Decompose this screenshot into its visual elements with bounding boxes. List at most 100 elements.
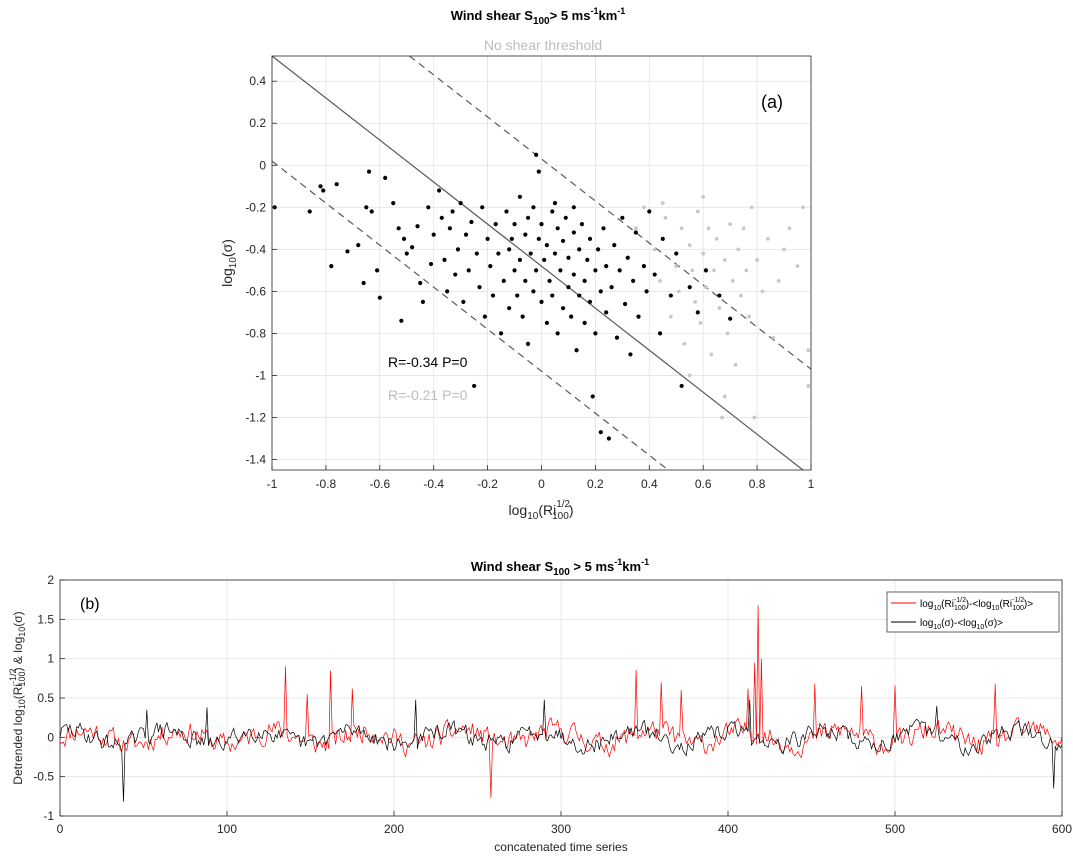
point-no-shear <box>730 278 735 283</box>
point-no-shear <box>693 299 698 304</box>
point-shear <box>528 251 533 256</box>
point-shear <box>601 226 606 231</box>
point-no-shear <box>712 268 716 273</box>
point-shear <box>534 268 539 273</box>
x-tick-label: -0.2 <box>477 477 498 491</box>
panel-a-fit-lines <box>271 55 812 471</box>
point-shear <box>455 247 461 252</box>
x-tick-label: -0.8 <box>316 477 337 491</box>
point-no-shear <box>677 289 681 294</box>
point-no-shear <box>782 247 786 252</box>
point-shear <box>428 261 434 267</box>
point-no-shear <box>703 285 708 290</box>
point-shear <box>404 251 409 256</box>
point-no-shear <box>674 264 679 269</box>
point-shear <box>509 236 514 241</box>
series-line-sigma <box>59 699 1063 802</box>
y-tick-label: -0.4 <box>245 242 266 256</box>
x-tick-label: 0 <box>57 822 64 836</box>
point-no-shear <box>722 257 727 262</box>
point-shear <box>571 230 576 235</box>
point-shear <box>703 268 708 273</box>
legend-entry-sigma: log10(σ)-<log10(σ)> <box>920 618 1003 631</box>
point-shear <box>555 226 560 231</box>
panel-b-legend: log10(Ri-1/2 100)-<log10(Ri-1/2 100)> log1… <box>886 591 1060 633</box>
point-shear <box>542 257 547 262</box>
point-no-shear <box>747 314 751 319</box>
regression-line <box>271 55 804 471</box>
y-tick-label: -1.2 <box>245 410 266 424</box>
point-no-shear <box>765 236 770 241</box>
point-shear <box>598 430 603 435</box>
point-shear <box>555 331 560 336</box>
point-shear <box>582 320 587 325</box>
point-shear <box>717 293 722 298</box>
x-tick-label: 0.8 <box>749 477 766 491</box>
point-no-shear <box>733 363 738 367</box>
panel-a-points <box>272 152 811 441</box>
point-no-shear <box>690 268 695 273</box>
point-no-shear <box>706 226 711 231</box>
x-tick-label: 600 <box>1052 822 1072 836</box>
point-no-shear <box>749 205 754 210</box>
x-tick-label: 400 <box>718 822 738 836</box>
point-shear <box>577 293 582 298</box>
point-no-shear <box>642 205 646 210</box>
point-shear <box>525 341 531 347</box>
point-shear <box>436 188 442 193</box>
point-shear <box>593 331 598 336</box>
point-shear <box>415 224 420 229</box>
point-shear <box>515 293 520 298</box>
point-shear <box>383 175 388 180</box>
point-shear <box>585 257 590 262</box>
point-shear <box>631 278 636 283</box>
point-shear <box>563 215 568 220</box>
point-shear <box>329 264 334 269</box>
point-shear <box>410 245 415 250</box>
point-shear <box>579 222 585 227</box>
point-shear <box>571 272 576 277</box>
point-no-shear <box>663 215 668 220</box>
point-shear <box>366 169 372 174</box>
point-no-shear <box>736 247 741 252</box>
point-shear <box>593 268 598 273</box>
y-tick-label: -1.4 <box>245 452 266 466</box>
point-shear <box>614 335 620 340</box>
point-shear <box>463 232 469 237</box>
point-no-shear <box>658 278 662 283</box>
point-shear <box>558 268 563 273</box>
x-tick-label: 300 <box>551 822 571 836</box>
point-shear <box>571 205 576 210</box>
point-shear <box>582 278 587 283</box>
point-no-shear <box>701 194 706 199</box>
x-tick-label: 100 <box>217 822 237 836</box>
point-shear <box>617 268 622 273</box>
point-shear <box>595 247 601 252</box>
point-shear <box>609 285 614 290</box>
point-shear <box>469 219 474 225</box>
point-shear <box>590 394 595 399</box>
y-tick-label: 0.4 <box>249 74 266 88</box>
y-tick-label: 0 <box>47 730 54 744</box>
panel-b-series <box>59 605 1063 802</box>
point-shear <box>536 236 541 241</box>
point-shear <box>520 314 525 319</box>
point-shear <box>364 205 369 210</box>
point-shear <box>566 285 571 290</box>
point-no-shear <box>755 257 759 262</box>
point-shear <box>321 188 326 193</box>
x-tick-label: -1 <box>267 477 278 491</box>
point-shear <box>480 205 485 210</box>
point-shear <box>679 383 684 389</box>
point-no-shear <box>744 268 749 273</box>
panel-a-ticks: -1 -0.8 -0.6 -0.4 -0.2 0 0.2 0.4 0.6 0.8 1 0.4 0.2 0 -… <box>245 74 814 491</box>
point-shear <box>517 194 523 199</box>
point-shear <box>566 255 571 260</box>
point-shear <box>547 278 552 283</box>
panel-b-ticks: 0 100 200 300 400 500 600 2 1.5 1 0.5 0 -0.5 -1 <box>33 573 1072 836</box>
point-shear <box>560 238 566 244</box>
panel-a-ylabel: log10(σ) <box>219 239 239 287</box>
point-shear <box>574 348 579 353</box>
point-no-shear <box>687 373 692 378</box>
